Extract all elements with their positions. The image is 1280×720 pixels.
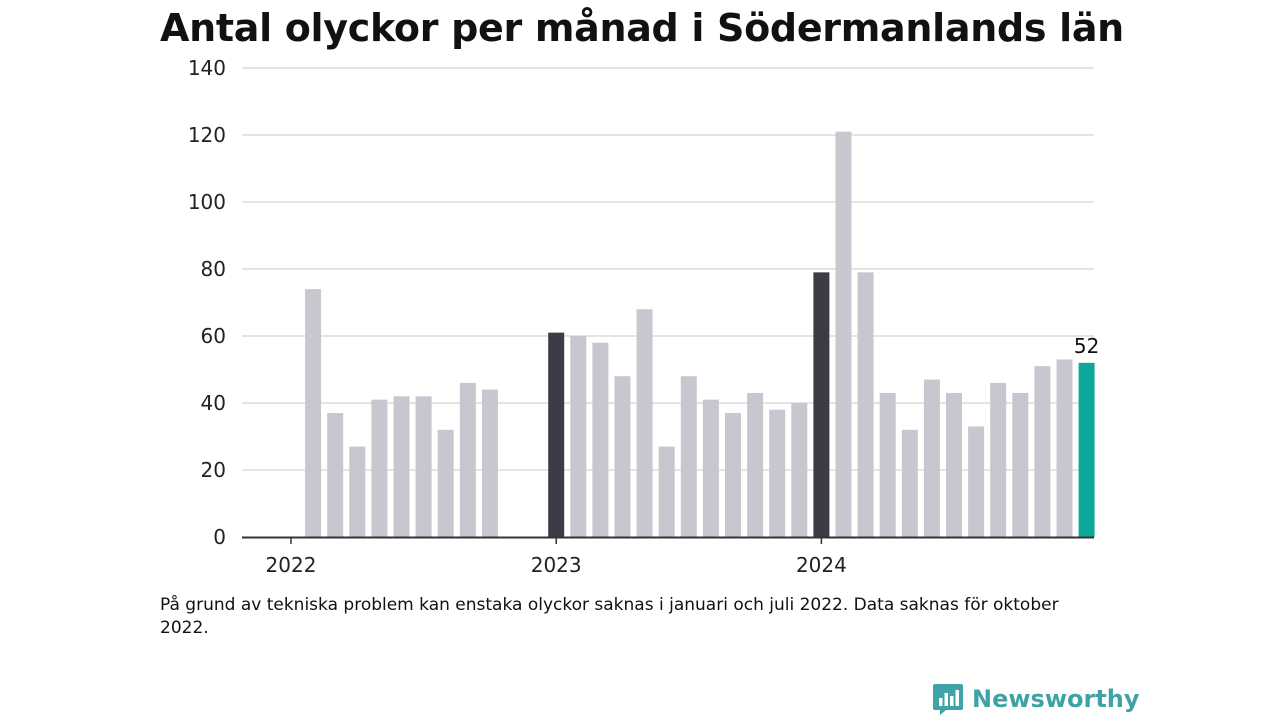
bar	[548, 332, 565, 537]
bar	[327, 413, 344, 537]
bar	[570, 336, 587, 537]
bar	[946, 392, 962, 537]
bar	[725, 413, 741, 537]
bar	[680, 376, 697, 537]
y-tick-label: 100	[188, 190, 226, 214]
y-tick-label: 140	[188, 56, 226, 80]
y-tick-label: 40	[201, 391, 226, 415]
x-tick-label: 2023	[531, 553, 582, 577]
y-tick-label: 60	[201, 324, 226, 348]
latest-value-label: 52	[1074, 334, 1099, 358]
bar	[658, 446, 675, 537]
footnote: På grund av tekniska problem kan enstaka…	[160, 595, 1059, 638]
bar	[393, 396, 410, 537]
bar	[349, 446, 366, 537]
bar	[879, 392, 896, 537]
bar	[857, 272, 874, 537]
bar	[1012, 392, 1029, 537]
bar	[835, 131, 852, 537]
bar	[459, 382, 476, 537]
bar	[636, 309, 653, 537]
y-tick-label: 80	[201, 257, 226, 281]
bar	[415, 396, 432, 537]
y-tick-label: 120	[188, 123, 226, 147]
bar	[813, 272, 830, 537]
bar	[592, 342, 609, 537]
bar	[923, 379, 940, 537]
bar	[901, 429, 918, 537]
bar	[791, 403, 808, 537]
bar	[769, 409, 786, 537]
y-tick-label: 0	[213, 525, 226, 549]
bar	[614, 376, 631, 537]
bar	[702, 399, 719, 537]
bar	[437, 429, 454, 537]
brand-logo[interactable]: Newsworthy	[932, 682, 1140, 716]
bar	[481, 389, 498, 537]
brand-name: Newsworthy	[972, 685, 1140, 713]
bar	[1034, 366, 1051, 537]
bar	[371, 399, 388, 537]
x-tick-label: 2022	[266, 553, 317, 577]
bar	[305, 289, 322, 537]
chart-title: Antal olyckor per månad i Södermanlands …	[160, 6, 1124, 50]
bar	[1078, 362, 1095, 537]
bar	[990, 382, 1007, 537]
newsworthy-logo-icon	[933, 684, 963, 715]
bar	[747, 392, 764, 537]
bar	[968, 426, 985, 537]
y-tick-label: 20	[201, 458, 226, 482]
bar	[1056, 359, 1073, 537]
x-tick-label: 2024	[796, 553, 847, 577]
